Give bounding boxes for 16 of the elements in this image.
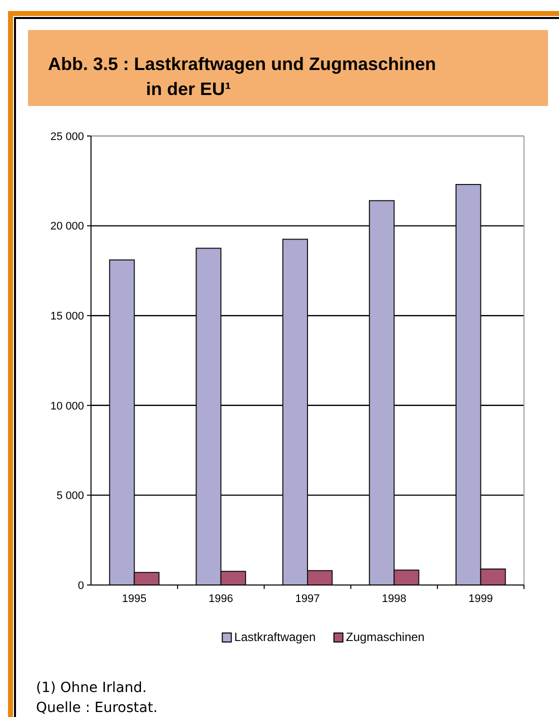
- chart-title: Abb. 3.5 : Lastkraftwagen und Zugmaschinen in der EU¹: [48, 54, 436, 99]
- text: (1) Ohne Irland.: [36, 680, 147, 696]
- y-tick-label: 5 000: [56, 490, 84, 502]
- source-note: Quelle : Eurostat.: [36, 700, 158, 716]
- legend-label: Zugmaschinen: [346, 630, 425, 644]
- y-tick-label: 25 000: [50, 130, 84, 143]
- x-tick-label: 1997: [295, 593, 320, 605]
- x-tick-label: 1995: [122, 593, 147, 605]
- x-tick-label: 1999: [468, 593, 493, 605]
- x-tick-label: 1998: [382, 593, 406, 605]
- x-tick-label: 1996: [208, 593, 234, 605]
- y-tick-label: 15 000: [50, 310, 84, 322]
- y-tick-label: 0: [78, 580, 84, 592]
- y-tick-label: 20 000: [50, 220, 84, 233]
- y-tick-label: 10 000: [50, 400, 84, 412]
- legend-label: Lastkraftwagen: [234, 630, 316, 644]
